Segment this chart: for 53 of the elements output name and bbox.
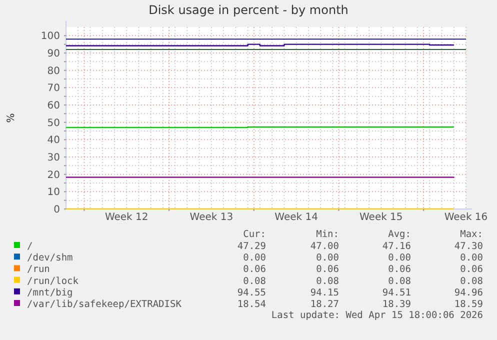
y-tick-label: 0 [54,204,60,216]
x-tick-label: Week 12 [104,212,148,223]
text: 0.08 [243,276,266,287]
text: 94.55 [237,287,266,298]
text: 0.08 [316,276,340,287]
text: 94.96 [454,287,484,298]
text: Last update: Wed Apr 15 18:00:06 2026 [271,310,484,321]
text: 0.08 [460,276,484,287]
legend-label: /mnt/big [27,287,73,298]
y-tick-label: 90 [47,48,60,60]
text: 0.00 [243,252,266,264]
text: 0.00 [388,252,412,264]
text: 18.54 [237,299,266,310]
text: 47.00 [310,241,340,252]
chart-title: Disk usage in percent - by month [148,3,348,17]
text: 18.27 [310,299,339,310]
text: 0.06 [388,264,412,276]
legend-label: /run/lock [27,276,79,287]
y-axis-title: % [6,113,17,123]
text: Avg: [388,229,411,240]
text: 0.08 [388,276,412,287]
y-tick-label: 20 [47,170,60,181]
text: 0.06 [243,264,266,276]
x-tick-label: Week 13 [190,212,234,223]
text: 18.59 [454,299,484,310]
text: 94.15 [310,287,339,298]
legend-label: /var/lib/safekeep/EXTRADISK [27,299,182,310]
text: 0.06 [316,264,340,276]
text: Cur: [243,229,266,240]
text: 94.51 [382,287,412,298]
text: 0.06 [460,264,484,276]
x-tick-label: Week 14 [274,212,318,223]
y-tick-label: 100 [40,31,60,42]
y-tick-label: 10 [47,187,60,198]
legend-label: /run [27,264,50,276]
text: 0.00 [316,252,340,264]
text: 18.39 [382,299,412,310]
y-tick-label: 60 [47,100,60,112]
x-tick-label: Week 15 [359,212,403,223]
y-tick-label: 80 [47,66,60,77]
y-tick-label: 30 [47,152,60,164]
y-tick-label: 70 [47,83,60,94]
x-tick-label: Week 16 [444,212,488,223]
text: Max: [460,229,483,240]
text: 47.29 [237,241,266,252]
legend-label: /dev/shm [27,252,74,264]
text: 47.16 [382,241,412,252]
text: 47.30 [454,241,484,252]
y-tick-label: 40 [47,135,60,146]
text: 0.00 [460,252,484,264]
y-tick-label: 50 [47,118,60,129]
text: Min: [316,229,339,240]
legend-label: / [27,241,33,252]
